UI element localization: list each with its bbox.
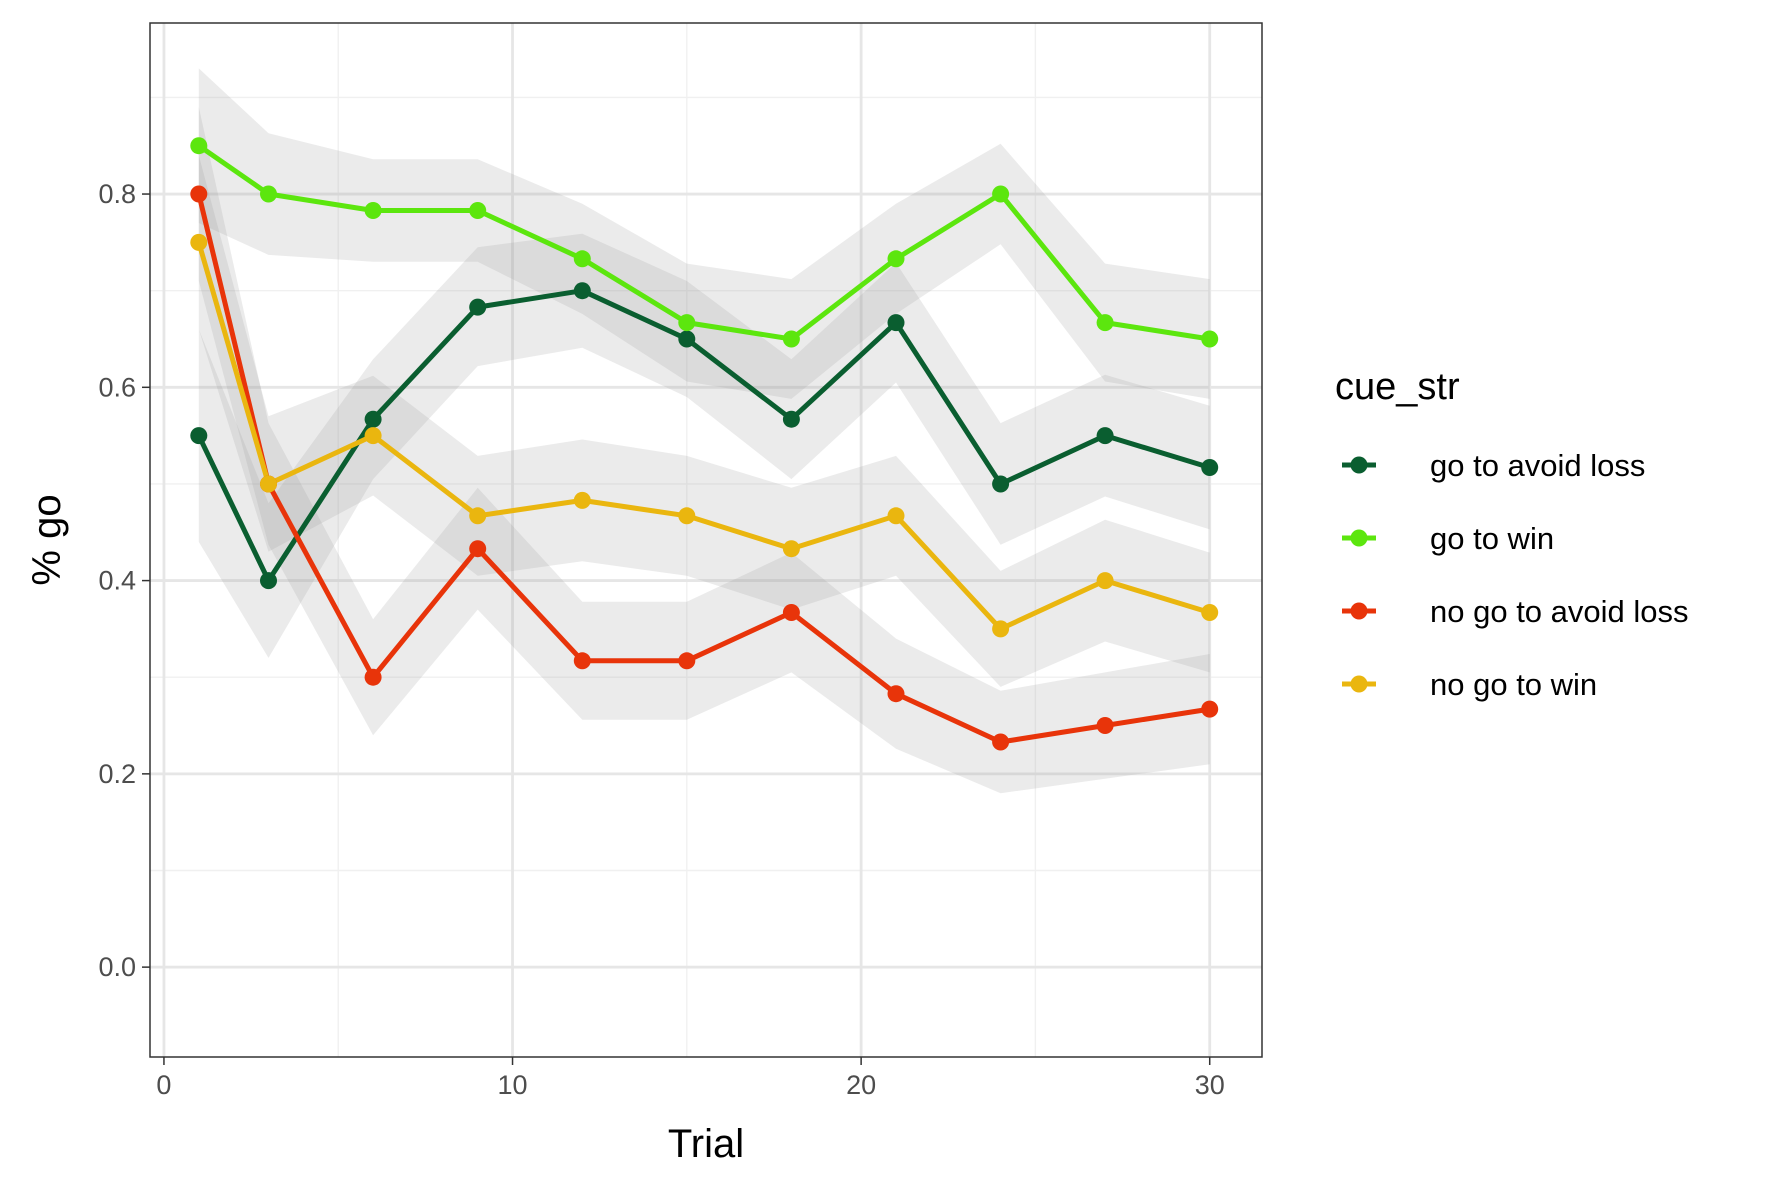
y-axis-title: % go [25, 494, 69, 585]
data-point [260, 185, 277, 203]
y-tick-label: 0.0 [98, 952, 136, 982]
legend-key-point [1350, 529, 1368, 547]
data-point [992, 733, 1010, 751]
data-point [469, 540, 487, 558]
data-point [260, 475, 277, 493]
x-tick-label: 20 [846, 1070, 876, 1100]
x-tick-label: 0 [156, 1070, 171, 1100]
data-point [782, 410, 800, 428]
data-point [1201, 459, 1219, 476]
data-point [887, 250, 905, 268]
data-point [992, 475, 1010, 493]
legend-label: go to avoid loss [1430, 448, 1645, 483]
data-point [364, 668, 382, 686]
data-point [887, 314, 905, 332]
x-axis-title: Trial [668, 1122, 744, 1166]
legend-items: go to avoid loss go to win no go to avoid … [1342, 448, 1689, 702]
data-point [782, 330, 800, 348]
data-point [573, 491, 591, 509]
series-points [190, 137, 1219, 751]
legend-key [1342, 529, 1376, 547]
x-axis: 0 10 20 30 [156, 1057, 1225, 1100]
data-point [364, 410, 382, 428]
data-point [678, 314, 696, 332]
x-tick-label: 10 [498, 1070, 528, 1100]
legend-key-point [1350, 456, 1368, 474]
legend-label: no go to avoid loss [1430, 594, 1689, 629]
data-point [1201, 604, 1219, 621]
data-point [364, 427, 382, 445]
data-point [364, 202, 382, 219]
legend-key-point [1350, 675, 1368, 693]
data-point [678, 507, 696, 525]
data-point [190, 185, 208, 203]
data-point [1096, 427, 1114, 445]
confidence-bands [198, 68, 1210, 794]
data-point [469, 507, 487, 525]
legend-key [1342, 602, 1376, 620]
legend-key-point [1350, 602, 1368, 620]
data-point [1096, 572, 1114, 590]
legend-label: no go to win [1430, 667, 1597, 702]
data-point [887, 507, 905, 525]
data-point [1201, 330, 1219, 348]
confidence-band [198, 233, 1210, 658]
data-point [678, 330, 696, 348]
y-tick-label: 0.2 [98, 759, 136, 789]
data-point [992, 185, 1010, 203]
data-point [1096, 717, 1114, 734]
data-point [190, 427, 208, 445]
y-tick-label: 0.6 [98, 372, 136, 402]
legend-key [1342, 675, 1376, 693]
data-point [573, 282, 591, 300]
data-point [573, 250, 591, 268]
data-point [190, 233, 208, 251]
confidence-band [198, 68, 1210, 399]
x-tick-label: 30 [1195, 1070, 1225, 1100]
data-point [260, 572, 277, 590]
data-point [1201, 700, 1219, 718]
data-point [782, 604, 800, 621]
legend-key [1342, 456, 1376, 474]
data-point [190, 137, 208, 155]
confidence-band [198, 107, 1210, 794]
data-point [469, 202, 487, 219]
plot-border [149, 22, 1263, 1058]
legend: cue_str go to avoid loss go to win no go t… [1335, 366, 1689, 702]
y-axis: 0.0 0.2 0.4 0.6 0.8 [98, 179, 150, 982]
legend-label: go to win [1430, 521, 1554, 556]
y-tick-label: 0.8 [98, 179, 136, 209]
grid-major [150, 23, 1262, 1057]
data-point [469, 298, 487, 316]
data-point [1096, 314, 1114, 332]
data-point [573, 652, 591, 670]
data-point [992, 620, 1010, 638]
data-point [782, 540, 800, 558]
data-point [678, 652, 696, 670]
legend-title: cue_str [1335, 366, 1460, 408]
confidence-band [198, 155, 1210, 687]
data-point [887, 685, 905, 703]
y-tick-label: 0.4 [98, 566, 136, 596]
